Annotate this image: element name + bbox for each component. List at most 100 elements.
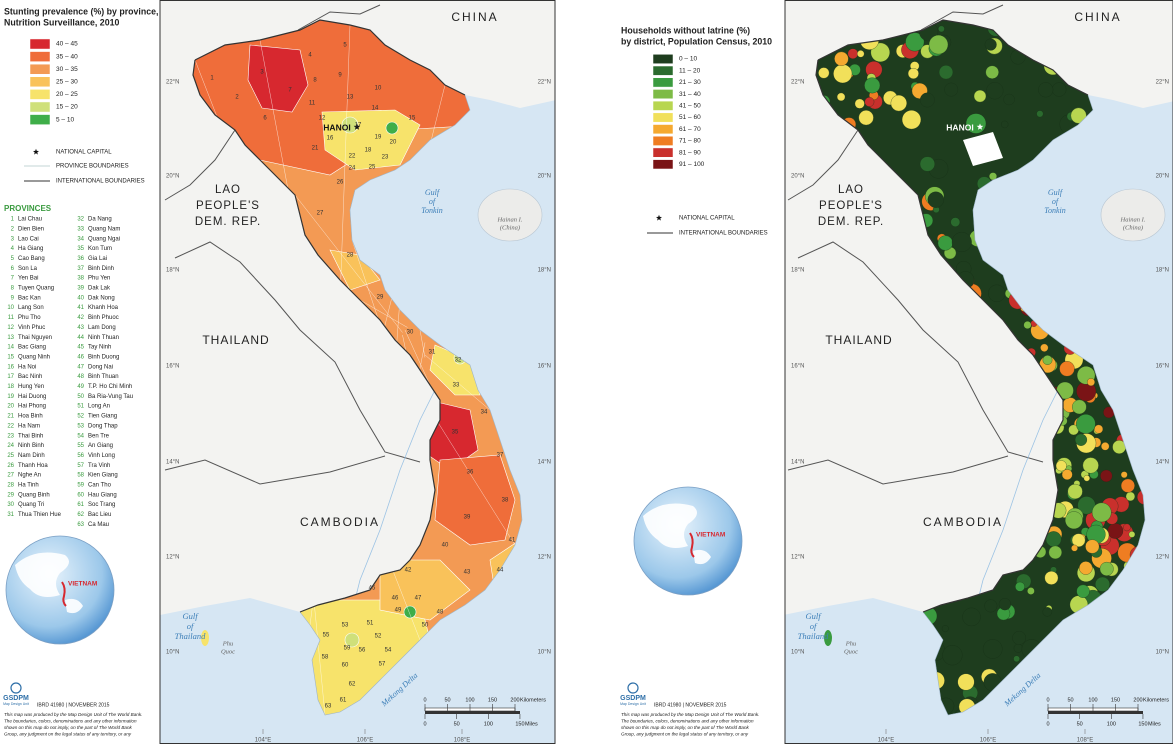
district-region [858, 110, 874, 126]
longitude-label: 108°E [1077, 738, 1093, 744]
district-region [938, 65, 954, 80]
province-boundary [404, 329, 431, 386]
province-list-number: 44 [77, 335, 84, 341]
province-number: 4 [308, 53, 312, 59]
district-region [944, 82, 959, 97]
province-list-number: 19 [7, 394, 14, 400]
province-number: 5 [343, 43, 347, 49]
district-region [864, 97, 875, 107]
district-region [1059, 361, 1075, 377]
district-region [890, 94, 907, 112]
globe-vietnam [689, 532, 695, 558]
latitude-label: 14°N [1156, 460, 1169, 466]
legend-symbol-label: NATIONAL CAPITAL [679, 216, 735, 222]
scale-label: 150 [488, 697, 497, 703]
scale-label: 50 [444, 697, 450, 703]
district-region [1027, 587, 1035, 595]
international-boundary [192, 59, 441, 613]
province-number: 51 [367, 621, 374, 627]
province-list-name: Binh Duong [88, 354, 119, 360]
district-region [818, 67, 830, 79]
province-list-number: 1 [11, 217, 15, 223]
province-number: 60 [342, 663, 349, 669]
province-number: 62 [349, 682, 356, 688]
scale-unit: Kilometers [520, 697, 546, 703]
legend-swatch [652, 65, 674, 76]
district-region [1101, 442, 1110, 451]
province-list-name: Vinh Phuc [18, 325, 45, 331]
province-list-name: Long An [88, 404, 110, 410]
country-label: PEOPLE'S [819, 200, 883, 212]
province-number: 45 [369, 586, 376, 592]
district-region [1076, 414, 1096, 434]
latitude-label: 18°N [791, 268, 804, 274]
province-number: 16 [327, 136, 334, 142]
legend-label: 71 – 80 [679, 138, 701, 145]
latitude-label: 12°N [166, 555, 179, 561]
credit: IBRD 41980 | NOVEMBER 2015 [654, 702, 727, 708]
legend-title: by district, Population Census, 2010 [621, 36, 772, 46]
province-number: 35 [452, 430, 459, 436]
stunting-map: CHINA LAO PEOPLE'S DEM. REP. THAILAND CAMBODI… [159, 0, 556, 744]
international-boundary [817, 19, 1089, 96]
province-list-name: Lam Dong [88, 325, 116, 331]
scale-label: 200 [1133, 697, 1142, 703]
province-list-number: 54 [77, 433, 84, 439]
province-list-name: Bac Giang [18, 345, 46, 351]
district-region [1072, 399, 1087, 415]
province-region [247, 44, 309, 113]
province-number: 50 [422, 623, 429, 629]
province-list-number: 49 [77, 384, 84, 390]
legend-label: 91 – 100 [679, 161, 705, 168]
province-list-number: 2 [11, 226, 15, 232]
legend-swatch [652, 147, 674, 158]
latitude-label: 18°N [538, 268, 551, 274]
district-region [1052, 82, 1067, 97]
province-list-number: 43 [77, 325, 84, 331]
province-region [379, 559, 471, 621]
district-region [1095, 576, 1110, 592]
province-number: 41 [509, 538, 516, 544]
island-label: Quoc [844, 648, 858, 655]
logo-subtext: Map Design Unit [3, 702, 29, 706]
island-label: Hainan I. [497, 216, 523, 223]
district-region [985, 65, 999, 79]
phu-quoc-island [201, 630, 209, 646]
district-region [870, 42, 890, 63]
latitude-label: 10°N [166, 650, 179, 656]
latitude-label: 14°N [166, 460, 179, 466]
legend-swatch [29, 114, 51, 125]
province-number: 2 [235, 95, 239, 101]
legend-column: Stunting prevalence (%) by province,Nutr… [3, 6, 158, 736]
district-region [1100, 469, 1113, 483]
province-boundary [424, 354, 491, 411]
sea-label: Gulf [1048, 188, 1064, 197]
province-list-number: 60 [77, 492, 84, 498]
sea-label: of [810, 621, 818, 631]
province-list-name: Thanh Hoa [18, 463, 48, 469]
international-boundary [174, 241, 421, 463]
province-list-number: 9 [11, 295, 15, 301]
logo-subtext: Map Design Unit [620, 702, 646, 706]
district-region [1120, 471, 1128, 479]
logo-text: GSDPM [620, 695, 646, 702]
district-region [941, 625, 949, 633]
scale-label: 0 [1046, 697, 1049, 703]
scale-label: 150 [1138, 721, 1147, 727]
legend-label: 35 – 40 [56, 53, 78, 60]
district-region [1120, 478, 1135, 493]
province-list-name: Ha Tinh [18, 483, 39, 489]
legend-label: 30 – 35 [56, 66, 78, 73]
island-label: (China) [500, 224, 520, 231]
district-region [833, 64, 853, 84]
province-list-number: 18 [7, 384, 14, 390]
province-list-number: 11 [8, 315, 15, 321]
legend-swatch [652, 124, 674, 135]
province-number: 49 [395, 608, 402, 614]
province-list-number: 28 [7, 483, 14, 489]
legend-swatch [652, 89, 674, 100]
district-region [927, 191, 944, 208]
province-list-name: Ba Ria-Vung Tau [88, 394, 133, 400]
longitude-label: 108°E [454, 738, 470, 744]
